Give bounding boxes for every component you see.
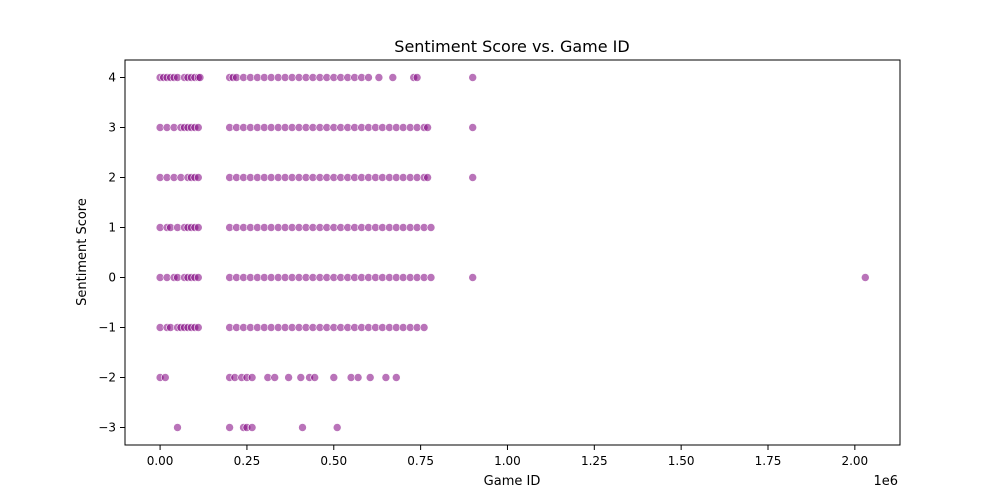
data-point: [298, 423, 307, 432]
data-points: [155, 73, 870, 432]
x-tick-label: 1.50: [668, 454, 695, 468]
x-axis: 0.00 0.25 0.50 0.75 1.00 1.25 1.50 1.75 2.00: [147, 445, 868, 468]
data-point: [247, 373, 257, 382]
x-tick-label: 0.75: [407, 454, 434, 468]
data-point: [388, 73, 398, 82]
data-point: [310, 373, 320, 382]
y-tick-label: −2: [98, 371, 116, 385]
data-point: [332, 423, 342, 432]
data-point: [195, 73, 205, 82]
data-point: [161, 373, 170, 382]
data-point: [426, 273, 436, 282]
data-point: [860, 273, 870, 282]
data-point: [365, 373, 375, 382]
x-tick-label: 1.25: [581, 454, 608, 468]
data-point: [194, 223, 203, 232]
data-point: [391, 373, 401, 382]
data-point: [194, 273, 203, 282]
data-point: [374, 73, 384, 82]
data-point: [329, 373, 339, 382]
x-tick-label: 1.75: [755, 454, 782, 468]
data-point: [194, 123, 203, 132]
chart-title: Sentiment Score vs. Game ID: [394, 37, 629, 56]
y-tick-label: 4: [108, 71, 116, 85]
data-point: [173, 423, 182, 432]
data-point: [468, 173, 478, 182]
x-tick-label: 1.00: [494, 454, 521, 468]
data-point: [423, 123, 432, 132]
y-axis: −3 −2 −1 0 1 2 3 4: [98, 71, 125, 435]
data-point: [423, 173, 432, 182]
x-axis-offset-label: 1e6: [873, 474, 898, 489]
data-point: [194, 173, 203, 182]
data-point: [270, 373, 280, 382]
plot-frame: [124, 59, 901, 446]
data-point: [381, 373, 391, 382]
x-tick-label: 0.25: [234, 454, 261, 468]
data-point: [194, 323, 203, 332]
y-tick-label: −1: [98, 321, 116, 335]
data-point: [468, 273, 478, 282]
data-point: [364, 73, 373, 82]
y-tick-label: 1: [108, 221, 116, 235]
data-point: [412, 73, 422, 82]
data-point: [468, 123, 478, 132]
x-axis-label: Game ID: [484, 474, 541, 489]
data-point: [284, 373, 293, 382]
data-point: [426, 223, 436, 232]
x-tick-label: 2.00: [841, 454, 868, 468]
data-point: [353, 373, 363, 382]
x-tick-label: 0.50: [320, 454, 347, 468]
data-point: [247, 423, 257, 432]
y-tick-label: 2: [108, 171, 116, 185]
y-tick-label: −3: [98, 421, 116, 435]
data-point: [419, 323, 429, 332]
x-tick-label: 0.00: [147, 454, 174, 468]
data-point: [468, 73, 478, 82]
data-point: [225, 423, 234, 432]
y-tick-label: 3: [108, 121, 116, 135]
y-axis-label: Sentiment Score: [75, 198, 90, 306]
data-point: [296, 373, 306, 382]
y-tick-label: 0: [108, 271, 116, 285]
